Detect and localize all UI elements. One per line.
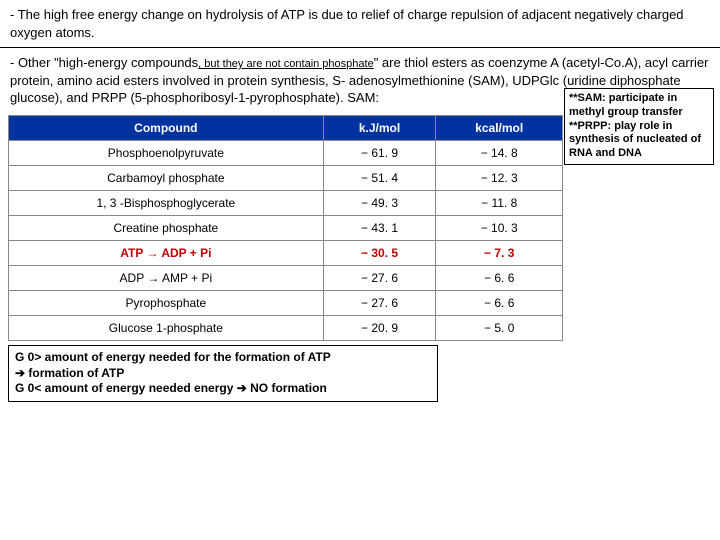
cell-kj: − 30. 5 [323, 241, 436, 266]
cell-kc: − 11. 8 [436, 191, 563, 216]
cell-kc: − 6. 6 [436, 266, 563, 291]
th-compound: Compound [9, 116, 324, 141]
table-row: Phosphoenolpyruvate − 61. 9 − 14. 8 [9, 141, 563, 166]
footer-line-3: G 0< amount of energy needed energy ➔ NO… [15, 381, 431, 397]
table-row: Carbamoyl phosphate − 51. 4 − 12. 3 [9, 166, 563, 191]
para2-a: - Other "high-energy compounds [10, 55, 198, 70]
footer-box: G 0> amount of energy needed for the for… [8, 345, 438, 402]
footer-line-2: ➔ formation of ATP [15, 366, 431, 382]
cell-kj: − 27. 6 [323, 291, 436, 316]
cell-kj: − 20. 9 [323, 316, 436, 341]
table-row: 1, 3 -Bisphosphoglycerate − 49. 3 − 11. … [9, 191, 563, 216]
table-row: Pyrophosphate − 27. 6 − 6. 6 [9, 291, 563, 316]
cell-kc: − 14. 8 [436, 141, 563, 166]
cell-kc: − 5. 0 [436, 316, 563, 341]
cell-compound: Carbamoyl phosphate [9, 166, 324, 191]
th-kcalmol: kcal/mol [436, 116, 563, 141]
table-row: Creatine phosphate − 43. 1 − 10. 3 [9, 216, 563, 241]
callout-line-2: **PRPP: play role in synthesis of nuclea… [569, 120, 709, 161]
cell-kj: − 61. 9 [323, 141, 436, 166]
cell-compound: Pyrophosphate [9, 291, 324, 316]
paragraph-1: - The high free energy change on hydroly… [0, 0, 720, 48]
cell-kj: − 51. 4 [323, 166, 436, 191]
para1-text: - The high free energy change on hydroly… [10, 7, 684, 40]
th-kjmol: k.J/mol [323, 116, 436, 141]
cell-compound: ATP → ADP + Pi [9, 241, 324, 266]
cell-compound: ADP → AMP + Pi [9, 266, 324, 291]
cell-kj: − 43. 1 [323, 216, 436, 241]
cell-compound: 1, 3 -Bisphosphoglycerate [9, 191, 324, 216]
cell-compound: Phosphoenolpyruvate [9, 141, 324, 166]
energy-table: Compound k.J/mol kcal/mol Phosphoenolpyr… [8, 115, 563, 341]
para2-b-underlined: , but they are not contain phosphate [198, 58, 374, 70]
cell-kc: − 6. 6 [436, 291, 563, 316]
table-row-highlight: ATP → ADP + Pi − 30. 5 − 7. 3 [9, 241, 563, 266]
table-body: Phosphoenolpyruvate − 61. 9 − 14. 8 Carb… [9, 141, 563, 341]
footer-line-1: G 0> amount of energy needed for the for… [15, 350, 431, 366]
table-row: ADP → AMP + Pi − 27. 6 − 6. 6 [9, 266, 563, 291]
callout-line-1: **SAM: participate in methyl group trans… [569, 92, 709, 120]
cell-kc: − 12. 3 [436, 166, 563, 191]
callout-box: **SAM: participate in methyl group trans… [564, 88, 714, 165]
cell-compound: Glucose 1-phosphate [9, 316, 324, 341]
cell-kj: − 49. 3 [323, 191, 436, 216]
cell-compound: Creatine phosphate [9, 216, 324, 241]
table-row: Glucose 1-phosphate − 20. 9 − 5. 0 [9, 316, 563, 341]
cell-kc: − 10. 3 [436, 216, 563, 241]
table-header-row: Compound k.J/mol kcal/mol [9, 116, 563, 141]
cell-kc: − 7. 3 [436, 241, 563, 266]
cell-kj: − 27. 6 [323, 266, 436, 291]
